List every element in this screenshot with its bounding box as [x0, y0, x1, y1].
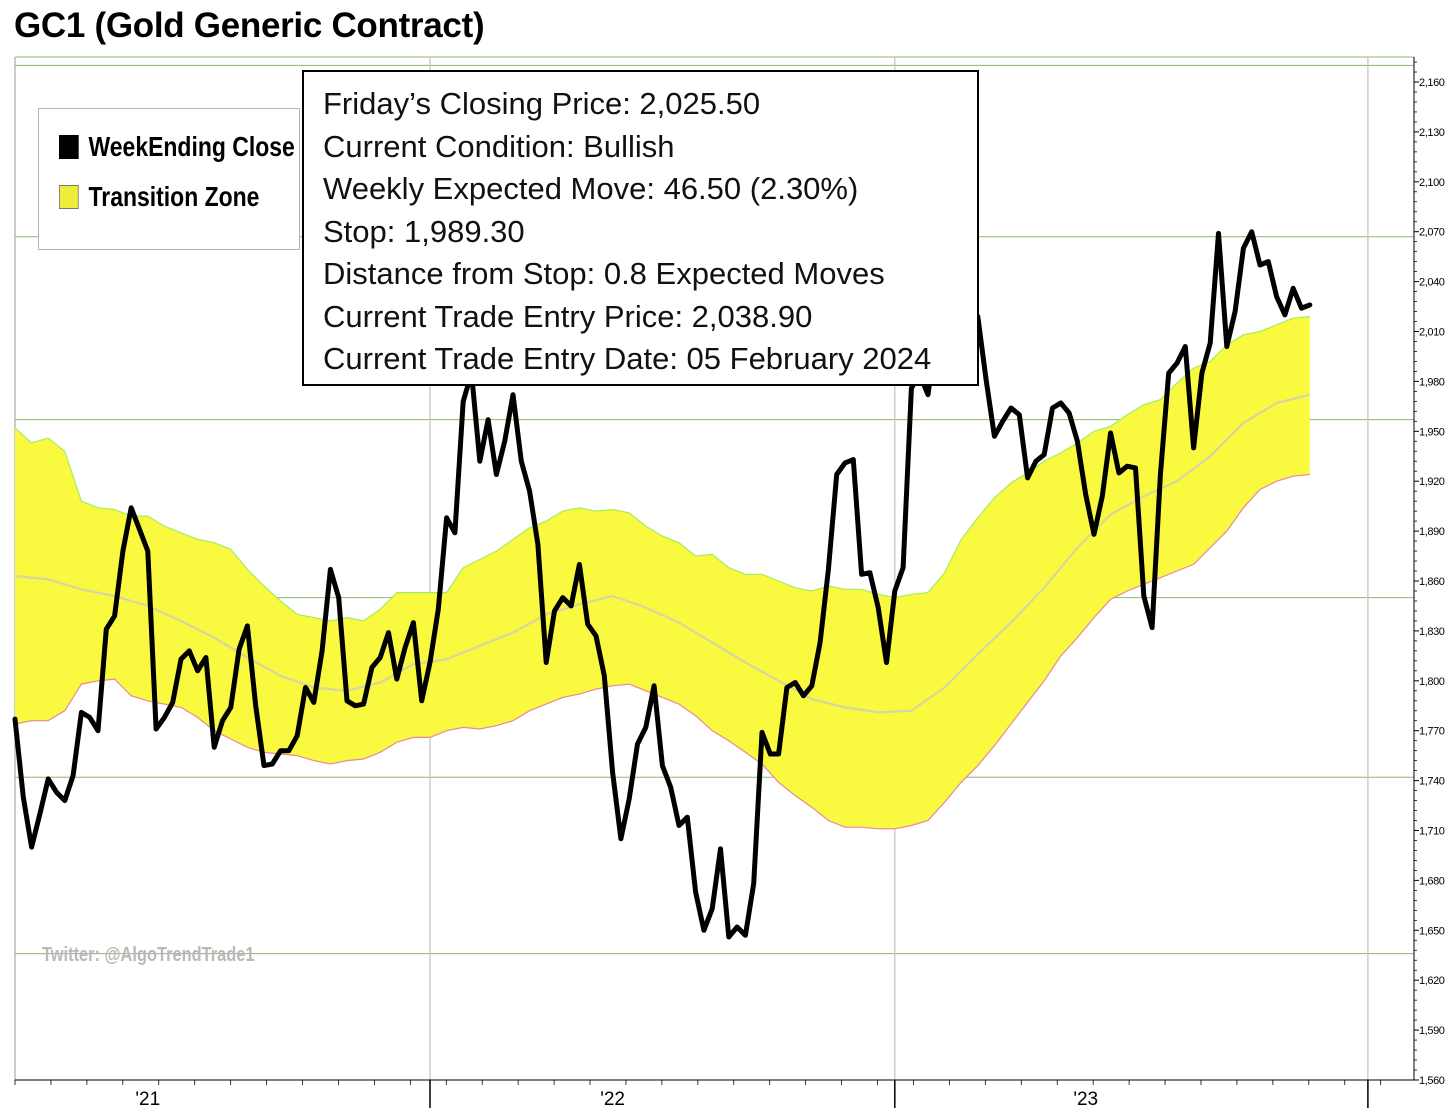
transition-zone-upper — [14, 315, 1310, 622]
y-tick-label: 1,950 — [1419, 426, 1445, 438]
y-tick-label: 2,130 — [1419, 127, 1445, 139]
y-tick-label: 2,100 — [1419, 177, 1445, 189]
legend-item-zone: Transition Zone — [59, 181, 259, 213]
info-distance-from-stop: Distance from Stop: 0.8 Expected Moves — [323, 256, 885, 291]
legend-label-close: WeekEnding Close — [88, 131, 295, 162]
close-line-layer — [12, 229, 1313, 940]
y-tick-label: 1,980 — [1419, 376, 1445, 388]
y-tick-label: 1,680 — [1419, 875, 1445, 887]
y-tick-label: 2,040 — [1419, 277, 1445, 289]
transition-zone-lower — [14, 473, 1310, 830]
y-tick-label: 1,860 — [1419, 576, 1445, 588]
y-tick-label: 1,920 — [1419, 476, 1445, 488]
watermark: Twitter: @AlgoTrendTrade1 — [42, 944, 255, 966]
y-tick-label: 1,800 — [1419, 676, 1445, 688]
info-box: Friday’s Closing Price: 2,025.50 Current… — [302, 70, 979, 386]
transition-zone-band — [15, 316, 1310, 829]
y-tick-label: 1,650 — [1419, 925, 1445, 937]
chart-title: GC1 (Gold Generic Contract) — [14, 6, 485, 45]
info-expected-move: Weekly Expected Move: 46.50 (2.30%) — [323, 171, 859, 206]
x-tick-label: '21 — [135, 1089, 160, 1110]
y-tick-label: 1,710 — [1419, 826, 1445, 838]
y-tick-label: 2,070 — [1419, 227, 1445, 239]
y-tick-label: 2,160 — [1419, 77, 1445, 89]
legend: WeekEnding Close Transition Zone — [38, 108, 300, 250]
weekending-close-line — [12, 229, 1313, 940]
legend-swatch-zone — [59, 185, 79, 209]
x-tick-label: '22 — [600, 1089, 625, 1110]
legend-label-zone: Transition Zone — [88, 181, 260, 212]
y-tick-label: 1,830 — [1419, 626, 1445, 638]
y-tick-label: 1,590 — [1419, 1025, 1445, 1037]
info-stop: Stop: 1,989.30 — [323, 213, 525, 249]
legend-item-close: WeekEnding Close — [59, 131, 295, 163]
x-tick-label: '23 — [1073, 1089, 1098, 1110]
info-entry-date: Current Trade Entry Date: 05 February 20… — [323, 341, 932, 376]
axis-layer: 1,560 1,590 1,620 1,650 1,680 1,710 1,740 1,770… — [14, 57, 1445, 1110]
info-condition: Current Condition: Bullish — [323, 128, 675, 164]
legend-swatch-close — [59, 135, 79, 159]
y-tick-label: 1,620 — [1419, 975, 1445, 987]
y-tick-label: 1,560 — [1419, 1075, 1445, 1087]
info-entry-price: Current Trade Entry Price: 2,038.90 — [323, 298, 813, 334]
y-tick-label: 1,770 — [1419, 726, 1445, 738]
info-closing-price: Friday’s Closing Price: 2,025.50 — [323, 86, 761, 121]
y-tick-label: 1,740 — [1419, 776, 1445, 788]
y-tick-label: 1,890 — [1419, 526, 1445, 538]
y-tick-label: 2,010 — [1419, 327, 1445, 339]
